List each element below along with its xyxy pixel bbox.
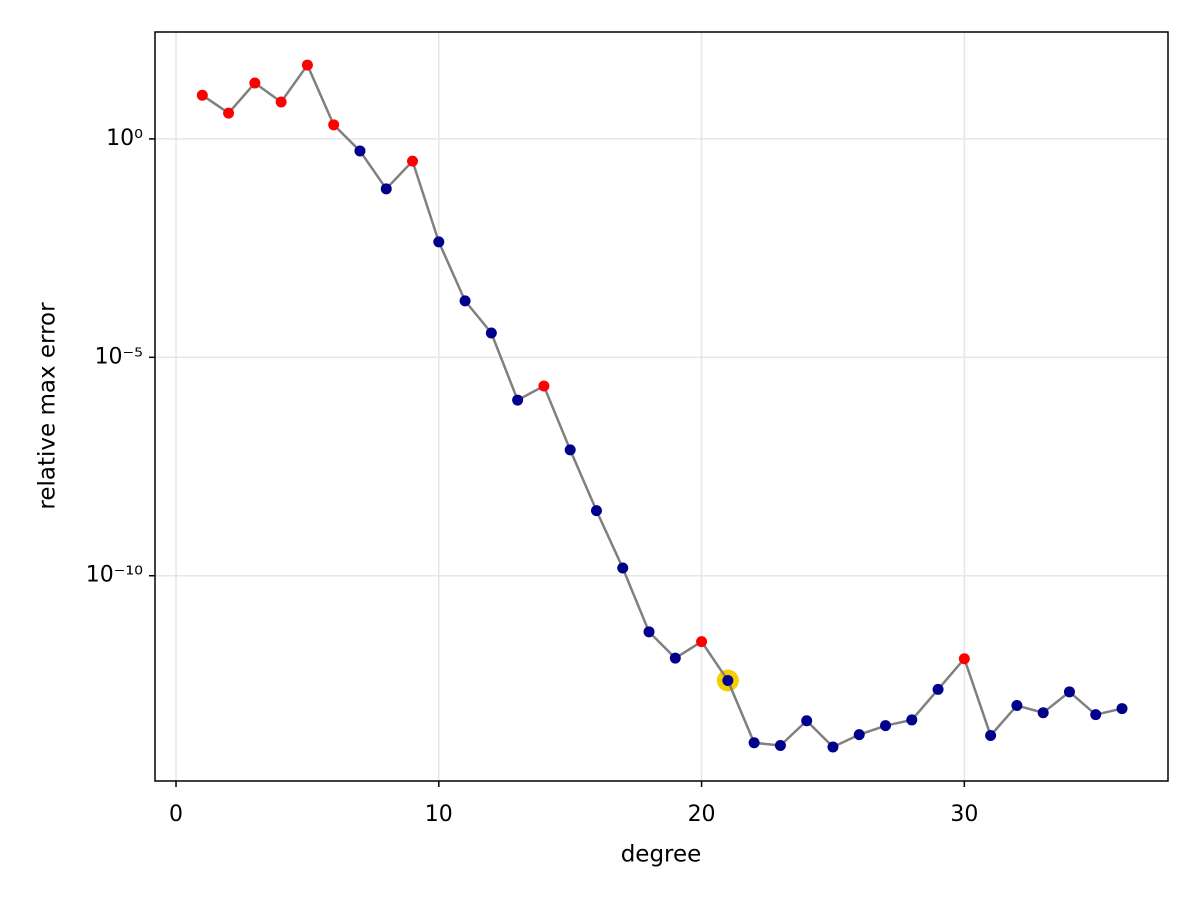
marker — [696, 636, 708, 648]
marker — [301, 59, 313, 71]
marker — [748, 737, 760, 749]
marker — [932, 683, 944, 695]
marker — [906, 714, 918, 726]
marker — [1090, 709, 1102, 721]
marker — [223, 107, 235, 119]
marker — [1037, 707, 1049, 719]
marker — [853, 729, 865, 741]
marker — [827, 741, 839, 753]
marker — [249, 77, 261, 89]
marker — [433, 236, 445, 248]
marker — [1063, 686, 1075, 698]
x-tick-label: 30 — [950, 802, 978, 827]
y-tick-label: 10⁻¹⁰ — [86, 563, 143, 588]
marker — [880, 720, 892, 732]
x-tick-label: 20 — [688, 802, 716, 827]
marker — [801, 715, 813, 727]
y-tick-label: 10⁰ — [106, 126, 143, 151]
marker — [774, 739, 786, 751]
marker — [1011, 699, 1023, 711]
marker — [643, 626, 655, 638]
marker — [564, 444, 576, 456]
marker — [590, 505, 602, 517]
marker — [1116, 703, 1128, 715]
marker — [669, 652, 681, 664]
x-tick-label: 10 — [425, 802, 453, 827]
x-tick-label: 0 — [169, 802, 183, 827]
marker — [380, 183, 392, 195]
marker — [459, 295, 471, 307]
marker — [512, 394, 524, 406]
marker — [196, 89, 208, 101]
marker — [617, 562, 629, 574]
x-axis-label: degree — [621, 842, 702, 868]
marker — [328, 119, 340, 131]
marker — [485, 327, 497, 339]
y-axis-label: relative max error — [35, 302, 61, 510]
marker — [722, 674, 734, 686]
line — [201, 62, 1123, 749]
marker — [354, 145, 366, 157]
marker — [958, 653, 970, 665]
marker — [275, 96, 287, 108]
marker — [407, 155, 419, 167]
y-tick-label: 10⁻⁵ — [95, 344, 143, 369]
plot-frame — [154, 31, 1169, 782]
marker — [538, 380, 550, 392]
marker — [985, 730, 997, 742]
